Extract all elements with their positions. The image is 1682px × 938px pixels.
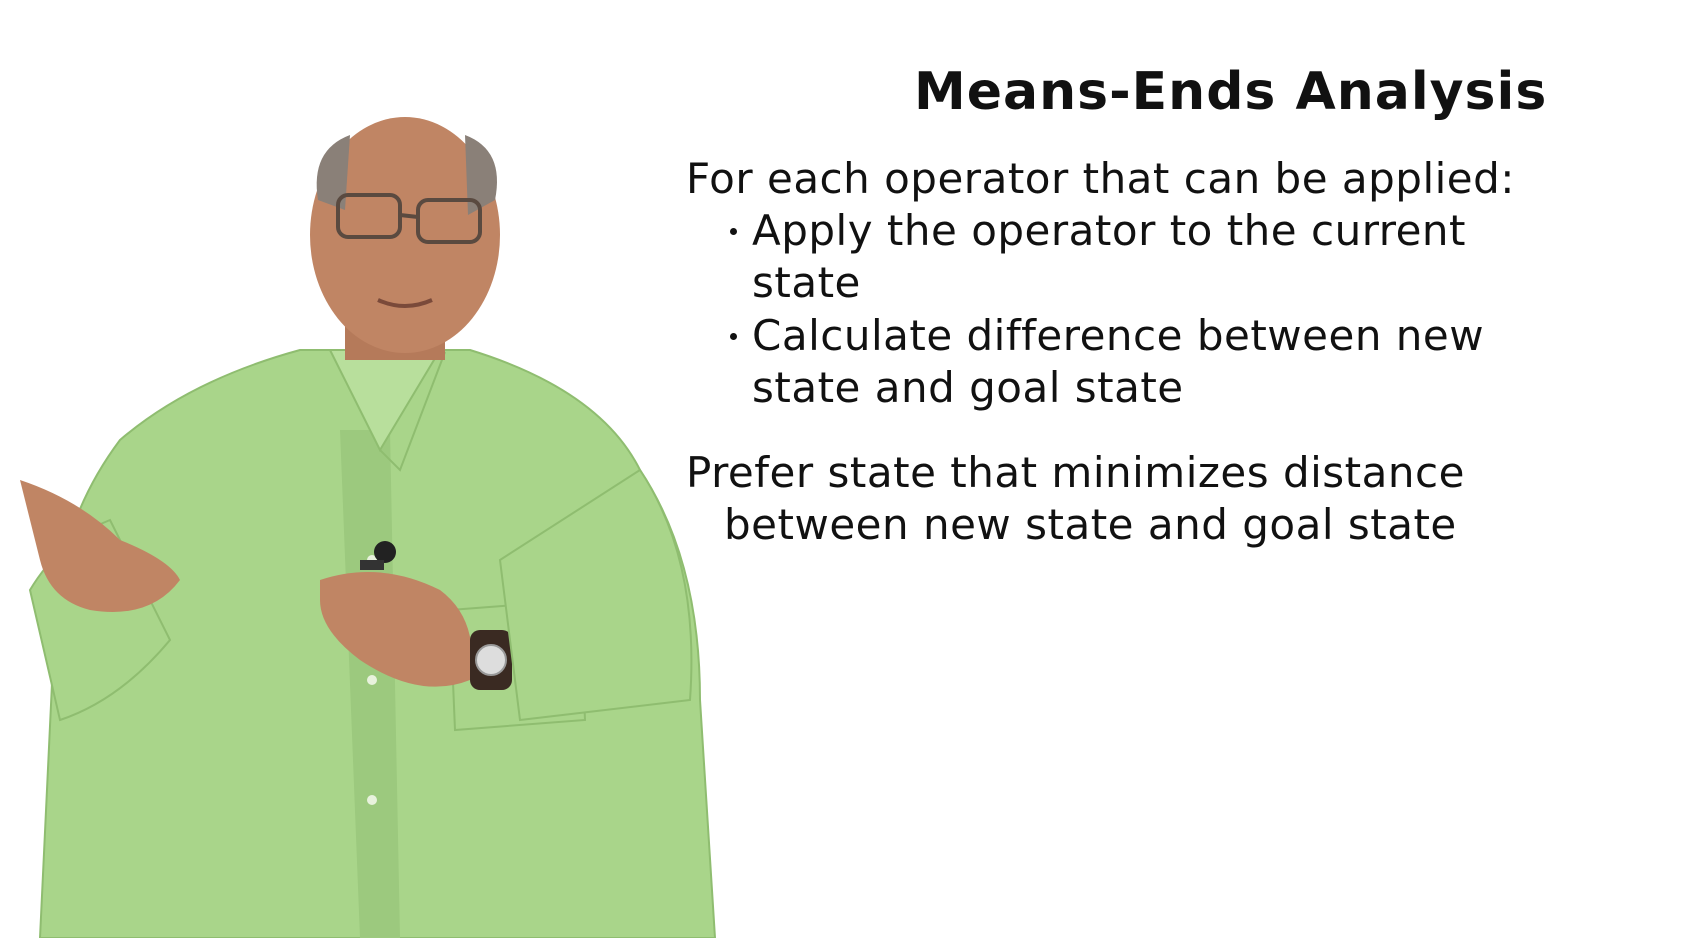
intro-text: For each operator that can be applied: [686,154,1515,203]
presenter-figure [20,117,717,938]
bullet-1-line-2: state [752,258,861,307]
bullet-1-line-1: Apply the operator to the current [752,206,1466,255]
bullet-2-line-2: state and goal state [752,363,1184,412]
slide-title: Means-Ends Analysis [914,62,1548,122]
bullet-dot-icon [730,228,737,235]
bullet-dot-icon [730,333,737,340]
conclusion-line-2: between new state and goal state [724,500,1457,549]
bullet-2-line-1: Calculate difference between new [752,311,1485,360]
conclusion-line-1: Prefer state that minimizes distance [686,448,1465,497]
